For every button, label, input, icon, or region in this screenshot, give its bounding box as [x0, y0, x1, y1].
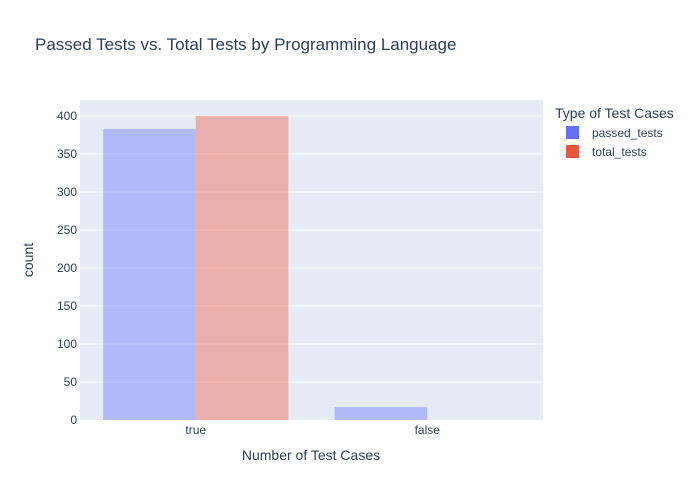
- legend: Type of Test Cases passed_tests total_te…: [555, 105, 674, 159]
- bar-total-tests-true[interactable]: [195, 115, 289, 420]
- legend-item-passed-tests[interactable]: passed_tests: [566, 126, 663, 140]
- legend-label-passed-tests: passed_tests: [592, 126, 663, 140]
- y-tick-label-350: 350: [57, 147, 77, 161]
- x-axis-title: Number of Test Cases: [242, 447, 380, 463]
- bar-passed-tests-false[interactable]: [334, 407, 428, 420]
- legend-item-total-tests[interactable]: total_tests: [566, 145, 647, 159]
- legend-swatch-total-tests: [566, 145, 579, 158]
- plot-area: [80, 100, 543, 420]
- y-tick-label-400: 400: [57, 109, 77, 123]
- y-tick-label-250: 250: [57, 223, 77, 237]
- y-tick-label-150: 150: [57, 299, 77, 313]
- y-tick-label-300: 300: [57, 185, 77, 199]
- x-tick-label-true: true: [185, 423, 206, 437]
- y-axis-ticks: 0 50 100 150 200 250 300 350 400: [57, 109, 77, 427]
- gridlines: [80, 115, 543, 383]
- legend-label-total-tests: total_tests: [592, 145, 647, 159]
- x-tick-label-false: false: [415, 423, 441, 437]
- y-tick-label-200: 200: [57, 261, 77, 275]
- x-axis-ticks: true false: [185, 423, 440, 437]
- chart-title: Passed Tests vs. Total Tests by Programm…: [35, 35, 456, 54]
- bar-passed-tests-true[interactable]: [103, 128, 196, 420]
- y-tick-label-100: 100: [57, 337, 77, 351]
- bars: [103, 115, 428, 420]
- y-tick-label-0: 0: [70, 413, 77, 427]
- y-tick-label-50: 50: [64, 375, 78, 389]
- y-axis-title: count: [20, 243, 36, 277]
- legend-swatch-passed-tests: [566, 126, 579, 139]
- legend-title: Type of Test Cases: [555, 105, 674, 121]
